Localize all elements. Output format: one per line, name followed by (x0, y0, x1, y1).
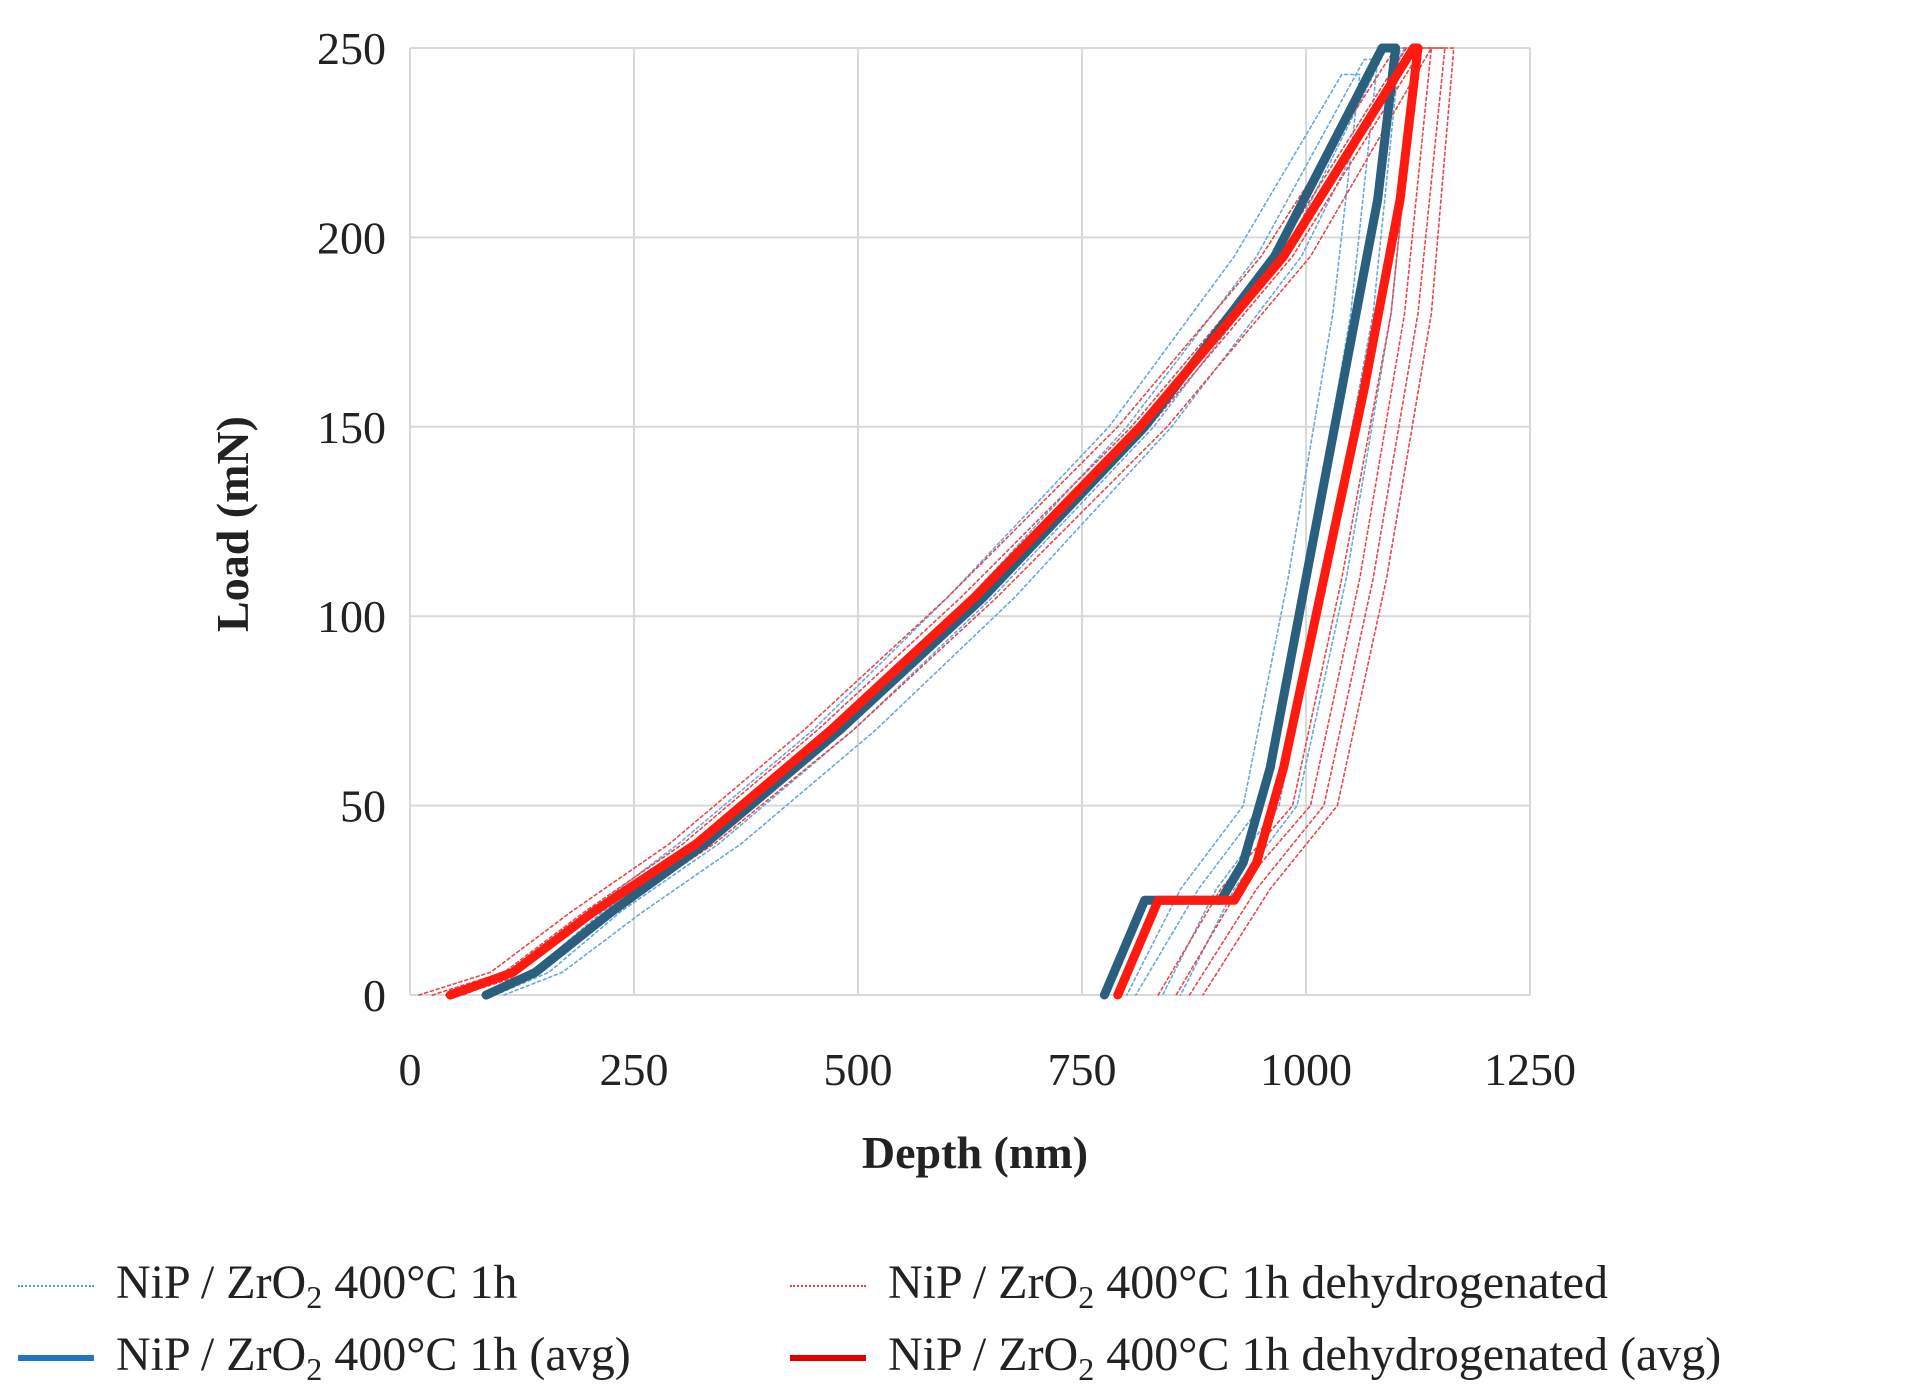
y-tick-labels: 0 50 100 150 200 250 (317, 23, 386, 1021)
avg-series-line-blue-8 (481, 43, 1401, 1000)
y-tick-label: 250 (317, 23, 386, 74)
x-tick-labels: 0 250 500 750 1000 1250 (399, 1044, 1577, 1095)
x-tick-label: 500 (824, 1044, 893, 1095)
legend-label: NiP / ZrO2 400°C 1h dehydrogenated (avg) (888, 1328, 1722, 1387)
trial-series-line-blue-2 (494, 47, 1401, 996)
legend-label: NiP / ZrO2 400°C 1h dehydrogenated (888, 1256, 1608, 1315)
trial-series-line-red-5 (431, 47, 1433, 996)
x-tick-label: 750 (1048, 1044, 1117, 1095)
trial-series-line-blue-3 (503, 47, 1419, 996)
legend-label: NiP / ZrO2 400°C 1h (116, 1256, 518, 1315)
y-tick-label: 100 (317, 591, 386, 642)
legend-swatch (790, 1354, 866, 1361)
y-tick-label: 200 (317, 212, 386, 263)
legend-swatch (18, 1354, 94, 1361)
x-axis-title: Depth (nm) (862, 1127, 1088, 1178)
legend-item-red-avg: NiP / ZrO2 400°C 1h dehydrogenated (avg) (790, 1327, 1721, 1388)
trial-series-line-blue-0 (462, 73, 1361, 996)
series-layer (418, 43, 1455, 1000)
x-tick-label: 250 (600, 1044, 669, 1095)
legend-swatch (790, 1284, 866, 1287)
legend-item-blue-trials: NiP / ZrO2 400°C 1h (18, 1255, 517, 1316)
legend-item-blue-avg: NiP / ZrO2 400°C 1h (avg) (18, 1327, 631, 1388)
trial-series-line-red-4 (418, 47, 1419, 996)
x-tick-label: 1250 (1484, 1044, 1576, 1095)
y-tick-label: 150 (317, 402, 386, 453)
x-tick-label: 1000 (1260, 1044, 1352, 1095)
legend-label: NiP / ZrO2 400°C 1h (avg) (116, 1328, 631, 1387)
legend-swatch (18, 1284, 94, 1287)
grid (409, 47, 1531, 996)
y-tick-label: 50 (340, 781, 386, 832)
y-tick-label: 0 (363, 970, 386, 1021)
avg-series-line-red-9 (445, 43, 1423, 1000)
y-axis-title: Load (mN) (207, 416, 258, 632)
trial-series-line-red-6 (444, 47, 1446, 996)
legend-item-red-trials: NiP / ZrO2 400°C 1h dehydrogenated (790, 1255, 1608, 1316)
x-tick-label: 0 (399, 1044, 422, 1095)
